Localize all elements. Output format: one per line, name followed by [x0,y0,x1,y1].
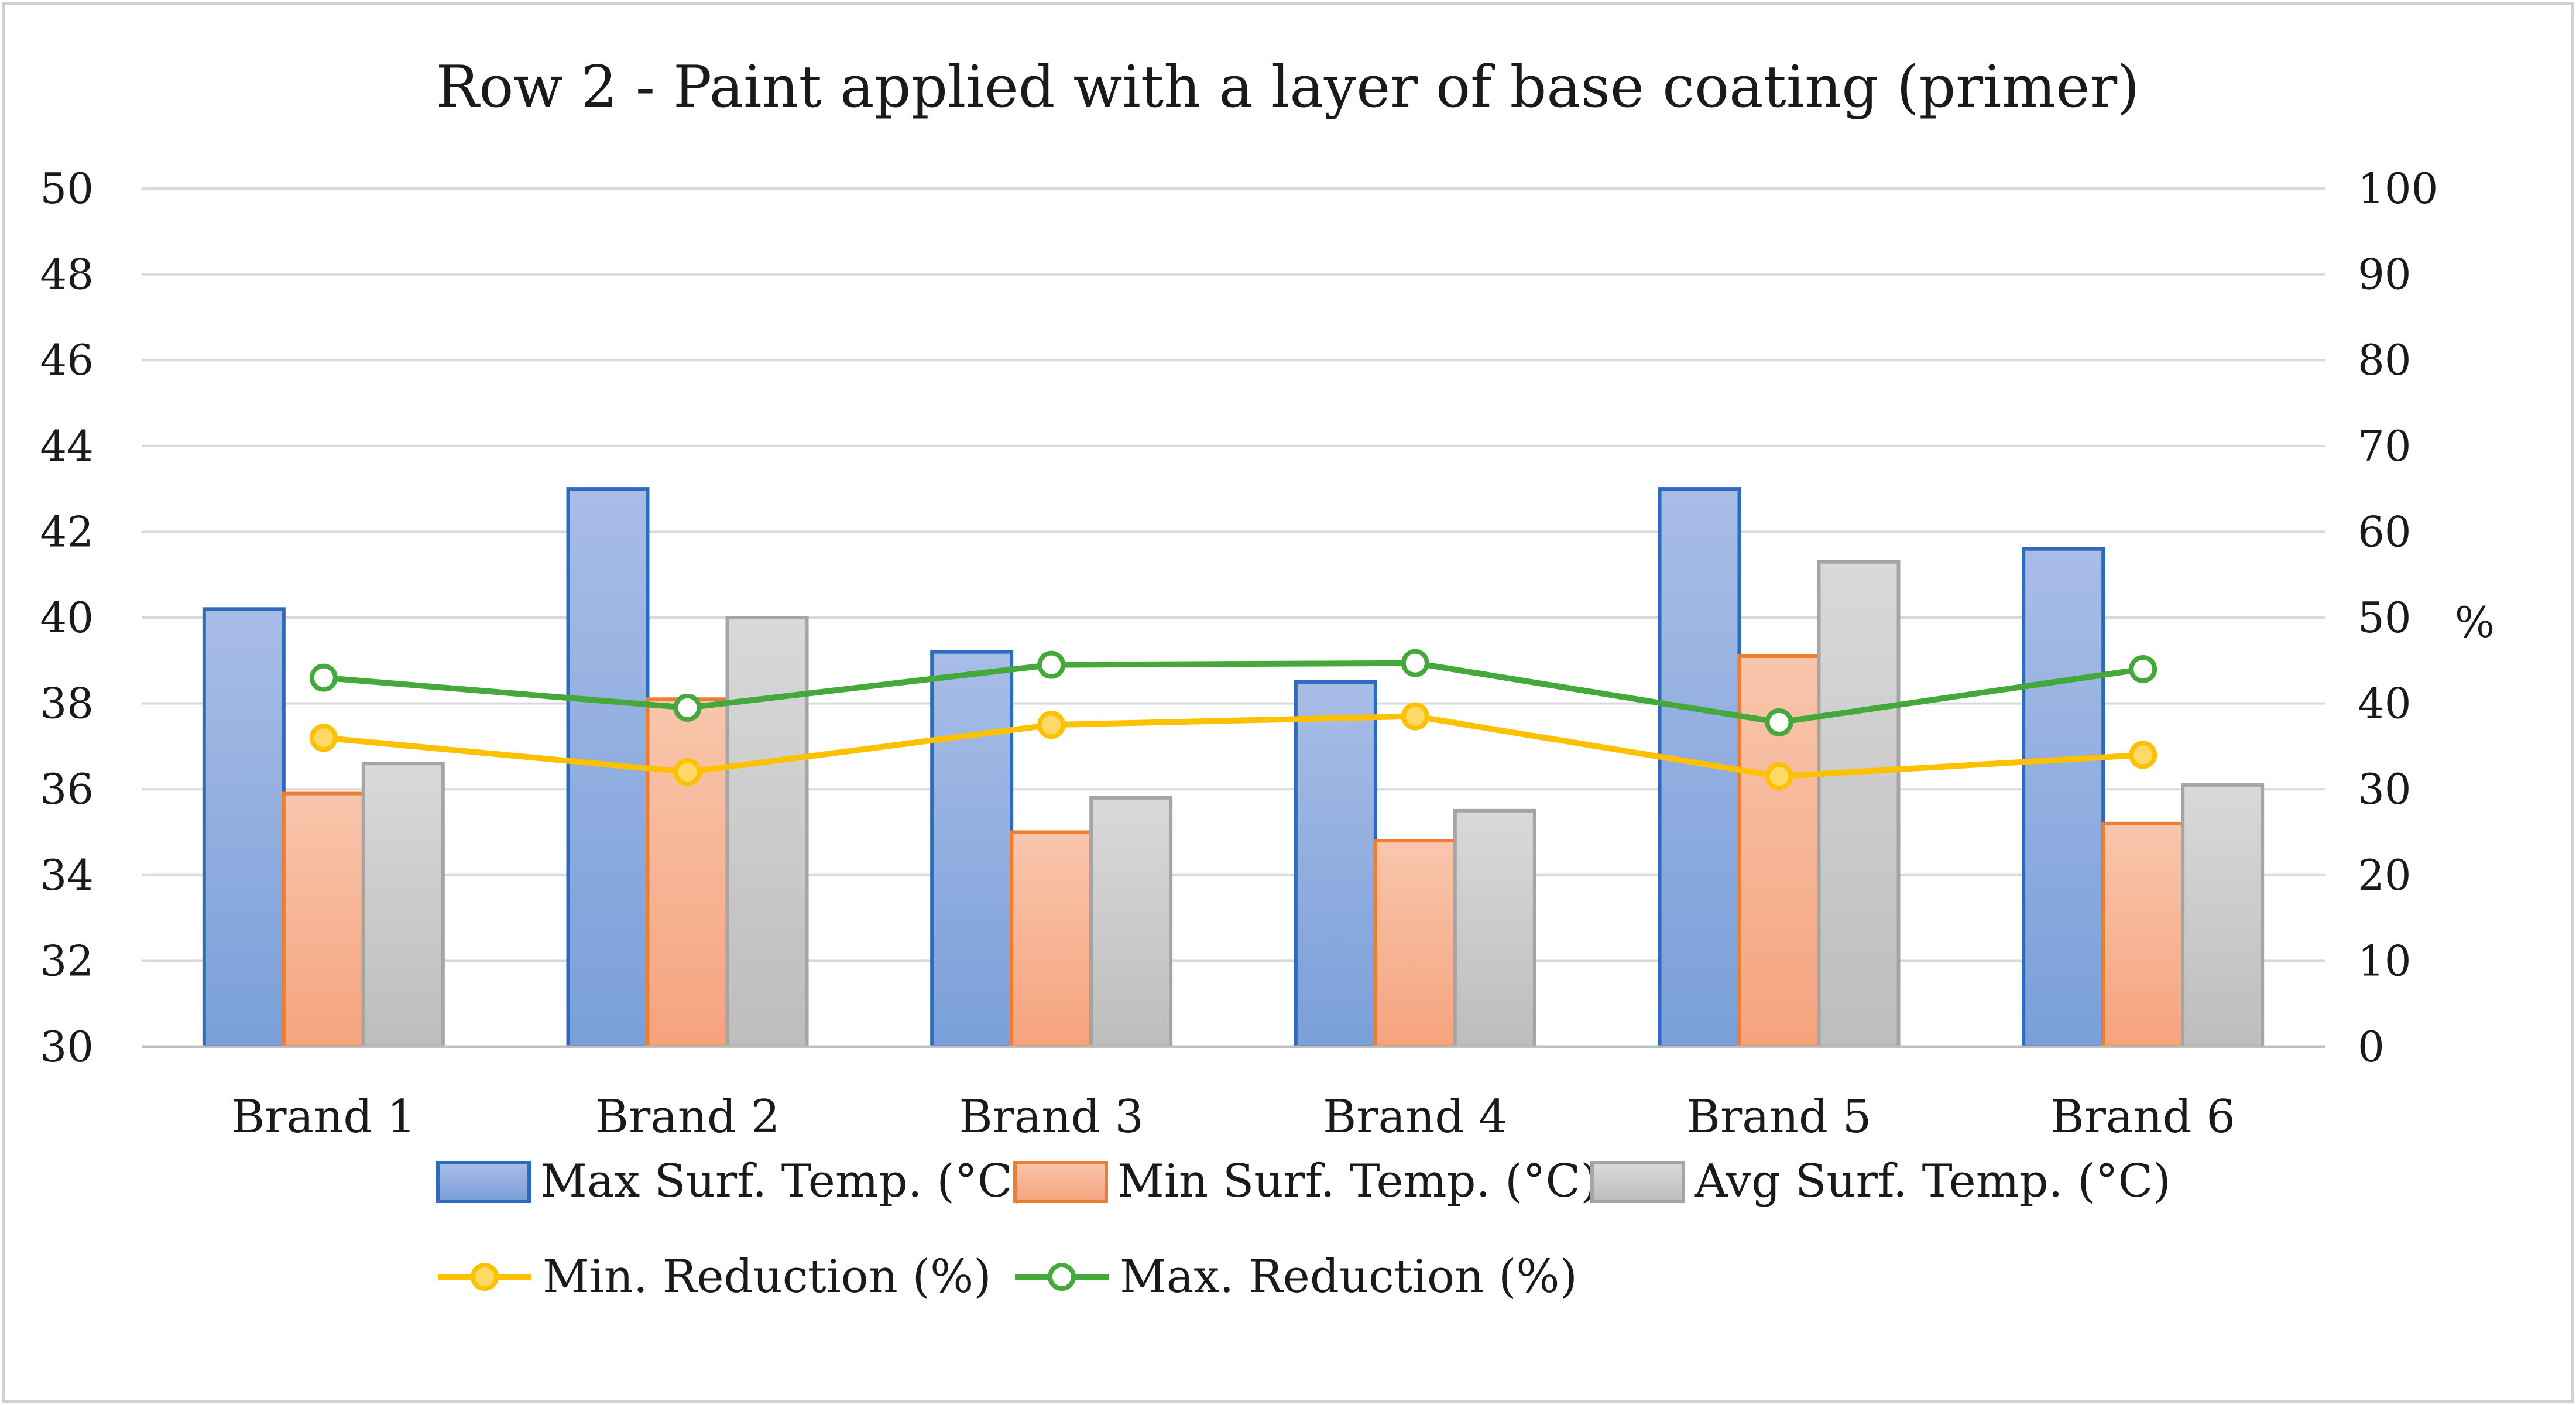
line-1-point-1 [309,724,338,752]
line-2-point-2 [673,693,702,722]
category-label: Brand 2 [595,1091,780,1143]
bar-max-4 [1294,680,1377,1048]
category-labels: Brand 1 Brand 2 Brand 3 Brand 4 Brand 5 Brand… [231,1091,2235,1143]
category-label: Brand 5 [1687,1091,1872,1143]
bar-avg-2 [725,616,809,1048]
bar-min-2 [646,697,729,1048]
right-axis-ticks: 0 10 20 30 40 50 60 70 80 90 100 [2358,164,2438,1071]
left-tick-label: 32 [40,936,94,985]
legend-label: Min. Reduction (%) [543,1250,992,1303]
legend-label: Max. Reduction (%) [1120,1250,1577,1303]
legend-label: Min Surf. Temp. (°C) [1117,1155,1599,1208]
left-tick-label: 40 [40,593,94,642]
bars [202,487,2265,1049]
right-tick-label: 50 [2358,593,2412,642]
bar-avg-3 [1089,796,1173,1048]
bar-min-1 [282,791,365,1049]
right-tick-label: 90 [2358,250,2412,299]
left-tick-label: 36 [40,765,94,814]
left-axis-ticks: 30 32 34 36 38 40 42 44 46 48 50 [40,164,94,1071]
line-1-point-2 [673,758,702,786]
bar-avg-1 [361,762,445,1048]
bar-avg-4 [1453,808,1536,1048]
right-tick-label: 10 [2358,936,2412,985]
bar-max-3 [930,650,1014,1048]
category-label: Brand 4 [1323,1091,1508,1143]
right-tick-label: 80 [2358,335,2412,385]
bar-min-6 [2101,821,2185,1048]
bar-max-1 [202,607,286,1048]
legend-marker [471,1263,499,1291]
line-2-point-3 [1037,650,1066,679]
category-label: Brand 6 [2050,1091,2235,1143]
line-series-2 [323,660,2143,725]
legend-swatch [436,1161,531,1203]
line-1-point-6 [2129,741,2157,769]
right-tick-label: 30 [2358,765,2412,814]
bar-avg-6 [2181,783,2265,1048]
legend-swatch [1013,1161,1108,1203]
bar-min-4 [1373,839,1457,1049]
left-tick-label: 48 [40,250,94,299]
bar-avg-5 [1817,560,1901,1048]
line-1-point-3 [1037,711,1066,739]
reduction-lines [309,649,2157,791]
left-tick-label: 46 [40,335,94,385]
line-series-1 [323,713,2143,780]
bar-max-6 [2022,547,2105,1048]
left-tick-label: 44 [40,422,94,471]
line-1-point-4 [1401,702,1429,731]
left-tick-label: 50 [40,164,94,213]
right-tick-label: 40 [2358,679,2412,728]
chart-title: Row 2 - Paint applied with a layer of ba… [436,54,2140,121]
legend: Max Surf. Temp. (°C) Min Surf. Temp. (°C)… [436,1155,2171,1303]
bar-min-3 [1010,830,1093,1048]
left-tick-label: 30 [40,1022,94,1071]
right-tick-label: 100 [2358,164,2438,213]
left-tick-label: 38 [40,679,94,728]
right-tick-label: 0 [2358,1022,2385,1071]
legend-label: Avg Surf. Temp. (°C) [1694,1155,2171,1208]
category-label: Brand 3 [959,1091,1144,1143]
gridlines [142,187,2325,962]
legend-marker [1048,1263,1076,1291]
line-2-point-6 [2129,654,2157,683]
right-tick-label: 70 [2358,422,2412,471]
legend-swatch [1590,1161,1685,1203]
legend-label: Max Surf. Temp. (°C) [540,1155,1030,1208]
line-1-point-5 [1765,762,1793,791]
line-2-point-1 [309,663,338,692]
right-axis-label: % [2455,598,2495,647]
right-tick-label: 20 [2358,851,2412,900]
line-2-point-5 [1765,708,1793,736]
left-tick-label: 42 [40,507,94,556]
right-tick-label: 60 [2358,507,2412,556]
category-label: Brand 1 [231,1091,416,1143]
line-2-point-4 [1401,649,1429,677]
left-tick-label: 34 [40,851,94,900]
